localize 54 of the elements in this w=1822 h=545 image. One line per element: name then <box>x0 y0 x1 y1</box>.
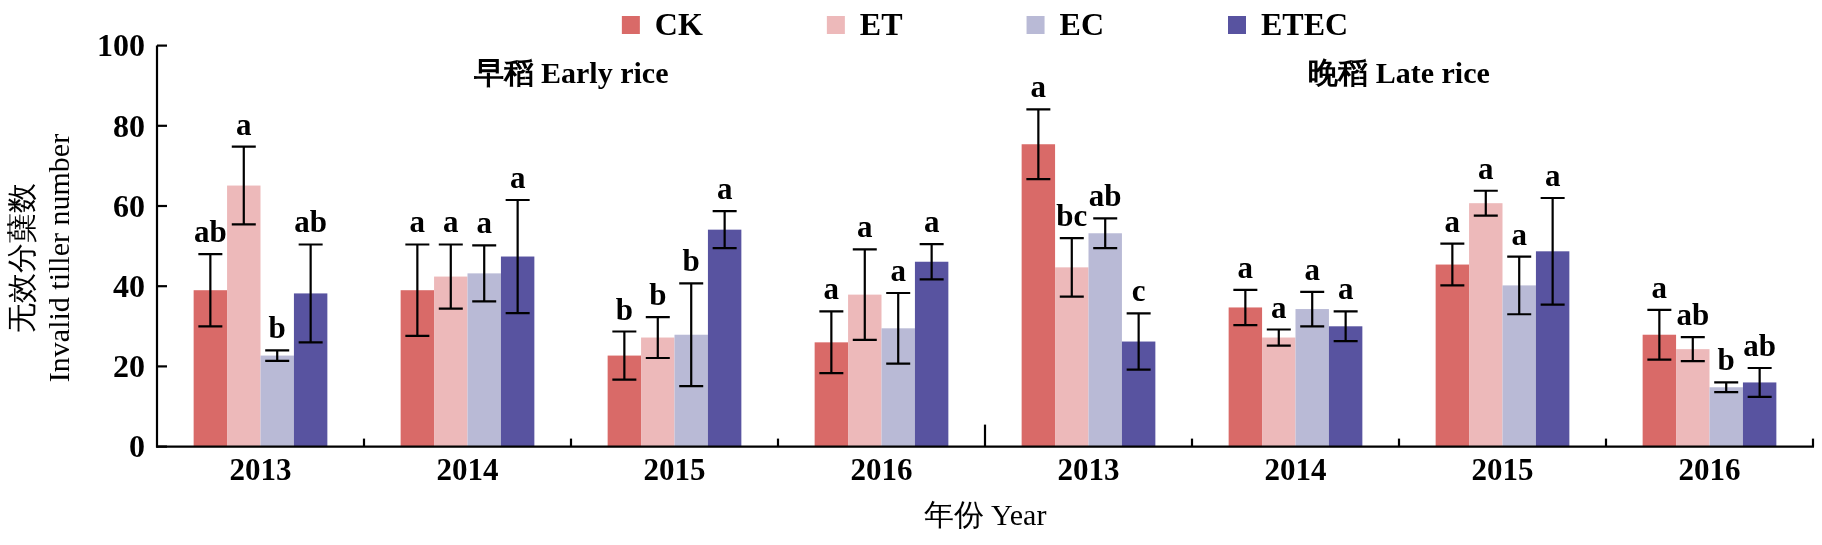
value-label: a <box>1237 249 1254 285</box>
legend-label: CK <box>654 6 703 42</box>
value-label: c <box>1131 273 1146 309</box>
annotation: 早稻 Early rice <box>473 56 669 89</box>
x-tick-label: 2016 <box>1678 452 1741 487</box>
value-label: a <box>890 253 906 288</box>
value-label: a <box>1651 269 1668 305</box>
x-title: 年份 Year <box>923 498 1047 531</box>
y-tick-label: 40 <box>113 268 145 305</box>
y-tick-label: 80 <box>113 107 145 144</box>
y-tick-label: 100 <box>97 27 145 64</box>
value-label: a <box>1544 158 1561 193</box>
value-label: ab <box>294 204 327 240</box>
value-label: a <box>476 205 492 241</box>
value-label: a <box>1478 150 1494 186</box>
value-label: b <box>649 277 667 313</box>
value-label: a <box>1511 216 1527 252</box>
value-label: ab <box>1743 328 1776 363</box>
y-title: 无效分蘖数 Invalid tiller number <box>5 133 75 383</box>
value-label: b <box>1717 342 1735 378</box>
legend-label: ETEC <box>1261 6 1349 42</box>
value-label: a <box>1030 69 1047 105</box>
y-tick-label: 0 <box>129 428 145 465</box>
x-tick-label: 2014 <box>436 452 499 487</box>
y-tick-label: 20 <box>113 348 145 385</box>
value-label: a <box>443 204 459 240</box>
value-label: a <box>409 204 426 240</box>
value-label: b <box>615 291 633 327</box>
x-tick-label: 2013 <box>229 452 292 487</box>
annotation: 晚稻 Late rice <box>1308 56 1490 89</box>
legend-label: EC <box>1059 6 1104 42</box>
y-tick-label: 60 <box>113 187 145 224</box>
x-tick-label: 2016 <box>850 452 913 487</box>
legend-label: ET <box>859 6 903 42</box>
value-label: a <box>857 209 873 245</box>
value-label: ab <box>1088 178 1122 214</box>
value-label: a <box>1271 289 1287 325</box>
x-tick-label: 2014 <box>1264 452 1327 487</box>
value-label: ab <box>194 214 227 250</box>
value-label: bc <box>1056 198 1088 234</box>
x-tick-label: 2015 <box>1471 452 1534 487</box>
x-tick-label: 2013 <box>1057 452 1120 487</box>
value-label: a <box>923 204 940 240</box>
value-label: a <box>1337 271 1354 307</box>
value-label: a <box>1304 251 1320 287</box>
value-label: a <box>823 271 840 307</box>
value-label: a <box>509 160 526 195</box>
value-label: a <box>716 171 733 207</box>
value-label: a <box>236 106 252 142</box>
value-label: b <box>268 310 286 346</box>
x-tick-label: 2015 <box>643 452 706 487</box>
value-label: b <box>682 243 700 279</box>
value-label: a <box>1444 203 1461 239</box>
value-label: ab <box>1676 297 1710 333</box>
